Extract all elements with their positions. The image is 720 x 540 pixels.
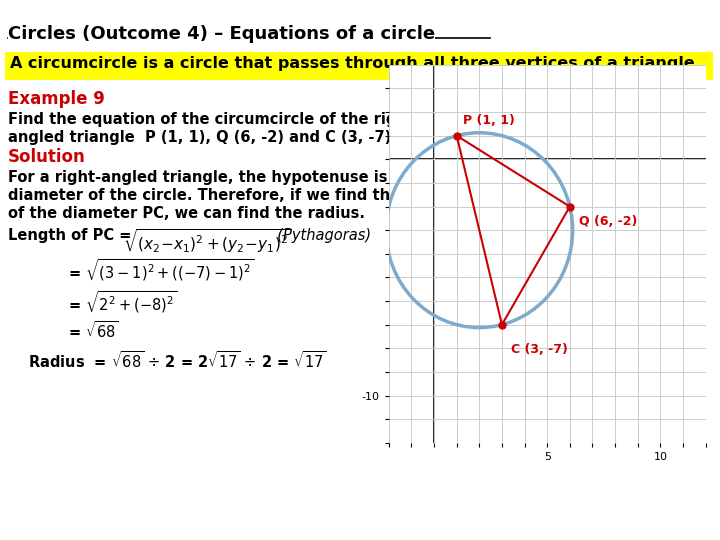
Text: Q (6, -2): Q (6, -2) bbox=[579, 215, 637, 228]
Text: Example 9: Example 9 bbox=[8, 90, 105, 108]
FancyBboxPatch shape bbox=[5, 52, 713, 80]
Text: = $\sqrt{68}$: = $\sqrt{68}$ bbox=[68, 320, 119, 341]
Text: Length of PC =: Length of PC = bbox=[8, 228, 137, 243]
Text: Radius  = $\sqrt{68}$ $\div$ 2 = 2$\sqrt{17}$ $\div$ 2 = $\sqrt{17}$: Radius = $\sqrt{68}$ $\div$ 2 = 2$\sqrt{… bbox=[28, 350, 327, 371]
Text: C (3, -7): C (3, -7) bbox=[511, 343, 568, 356]
Text: (Pythagoras): (Pythagoras) bbox=[268, 228, 371, 243]
Text: = $\sqrt{2^2 + (-8)^2}$: = $\sqrt{2^2 + (-8)^2}$ bbox=[68, 290, 177, 315]
Text: Solution: Solution bbox=[8, 148, 86, 166]
Text: angled triangle  P (1, 1), Q (6, -2) and C (3, -7).: angled triangle P (1, 1), Q (6, -2) and … bbox=[8, 130, 397, 145]
Text: $\sqrt{(x_2\!-\!x_1)^2 + (y_2\!-\!y_1)^2}$: $\sqrt{(x_2\!-\!x_1)^2 + (y_2\!-\!y_1)^2… bbox=[123, 228, 292, 255]
Text: of the diameter PC, we can find the radius.: of the diameter PC, we can find the radi… bbox=[8, 206, 365, 221]
Text: A circumcircle is a circle that passes through all three vertices of a triangle.: A circumcircle is a circle that passes t… bbox=[10, 56, 701, 71]
Text: diameter of the circle. Therefore, if we find the length: diameter of the circle. Therefore, if we… bbox=[8, 188, 459, 203]
Text: P (1, 1): P (1, 1) bbox=[464, 114, 516, 127]
Text: Circles (Outcome 4) – Equations of a circle: Circles (Outcome 4) – Equations of a cir… bbox=[8, 25, 435, 43]
Text: For a right-angled triangle, the hypotenuse is the: For a right-angled triangle, the hypoten… bbox=[8, 170, 420, 185]
Text: = $\sqrt{(3-1)^2 + ((-7)-1)^2}$: = $\sqrt{(3-1)^2 + ((-7)-1)^2}$ bbox=[68, 258, 255, 284]
Text: Find the equation of the circumcircle of the right-: Find the equation of the circumcircle of… bbox=[8, 112, 420, 127]
